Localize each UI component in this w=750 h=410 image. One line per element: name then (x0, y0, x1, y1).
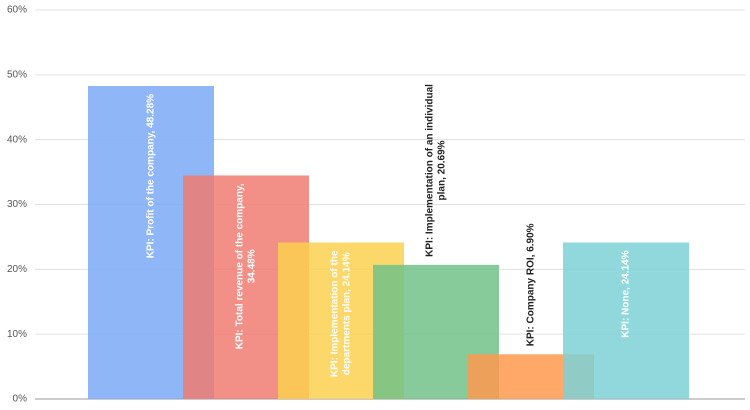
data-label-line: KPI: None, 24.14% (621, 250, 632, 337)
data-label-line: KPI: Implementation of the (330, 250, 341, 377)
data-label-line: plan, 20.69% (437, 140, 448, 200)
y-tick-label: 60% (7, 5, 27, 16)
data-label-line: 34.48% (247, 249, 258, 283)
data-label: KPI: Implementation of the departments pl… (330, 250, 353, 377)
y-tick-label: 20% (7, 264, 27, 275)
y-tick-label: 10% (7, 329, 27, 340)
data-label-line: KPI: Total revenue of the company, (235, 183, 246, 349)
y-tick-label: 0% (13, 394, 28, 405)
y-tick-label: 30% (7, 199, 27, 210)
y-tick-label: 40% (7, 134, 27, 145)
y-tick-label: 50% (7, 69, 27, 80)
data-label-line: departments plan, 24.14% (342, 252, 353, 375)
data-label: KPI: Implementation of an individual plan… (425, 84, 448, 257)
bar (563, 242, 689, 399)
data-label: KPI: Total revenue of the company, 34.48% (235, 183, 258, 349)
data-label: KPI: None, 24.14% (621, 250, 632, 337)
data-label: KPI: Company ROI, 6.90% (526, 223, 537, 346)
data-label-line: KPI: Implementation of an individual (425, 84, 436, 257)
data-label-line: KPI: Company ROI, 6.90% (526, 223, 537, 346)
data-label-line: KPI: Profit of the company, 48.28% (146, 94, 157, 258)
data-label: KPI: Profit of the company, 48.28% (146, 94, 157, 258)
